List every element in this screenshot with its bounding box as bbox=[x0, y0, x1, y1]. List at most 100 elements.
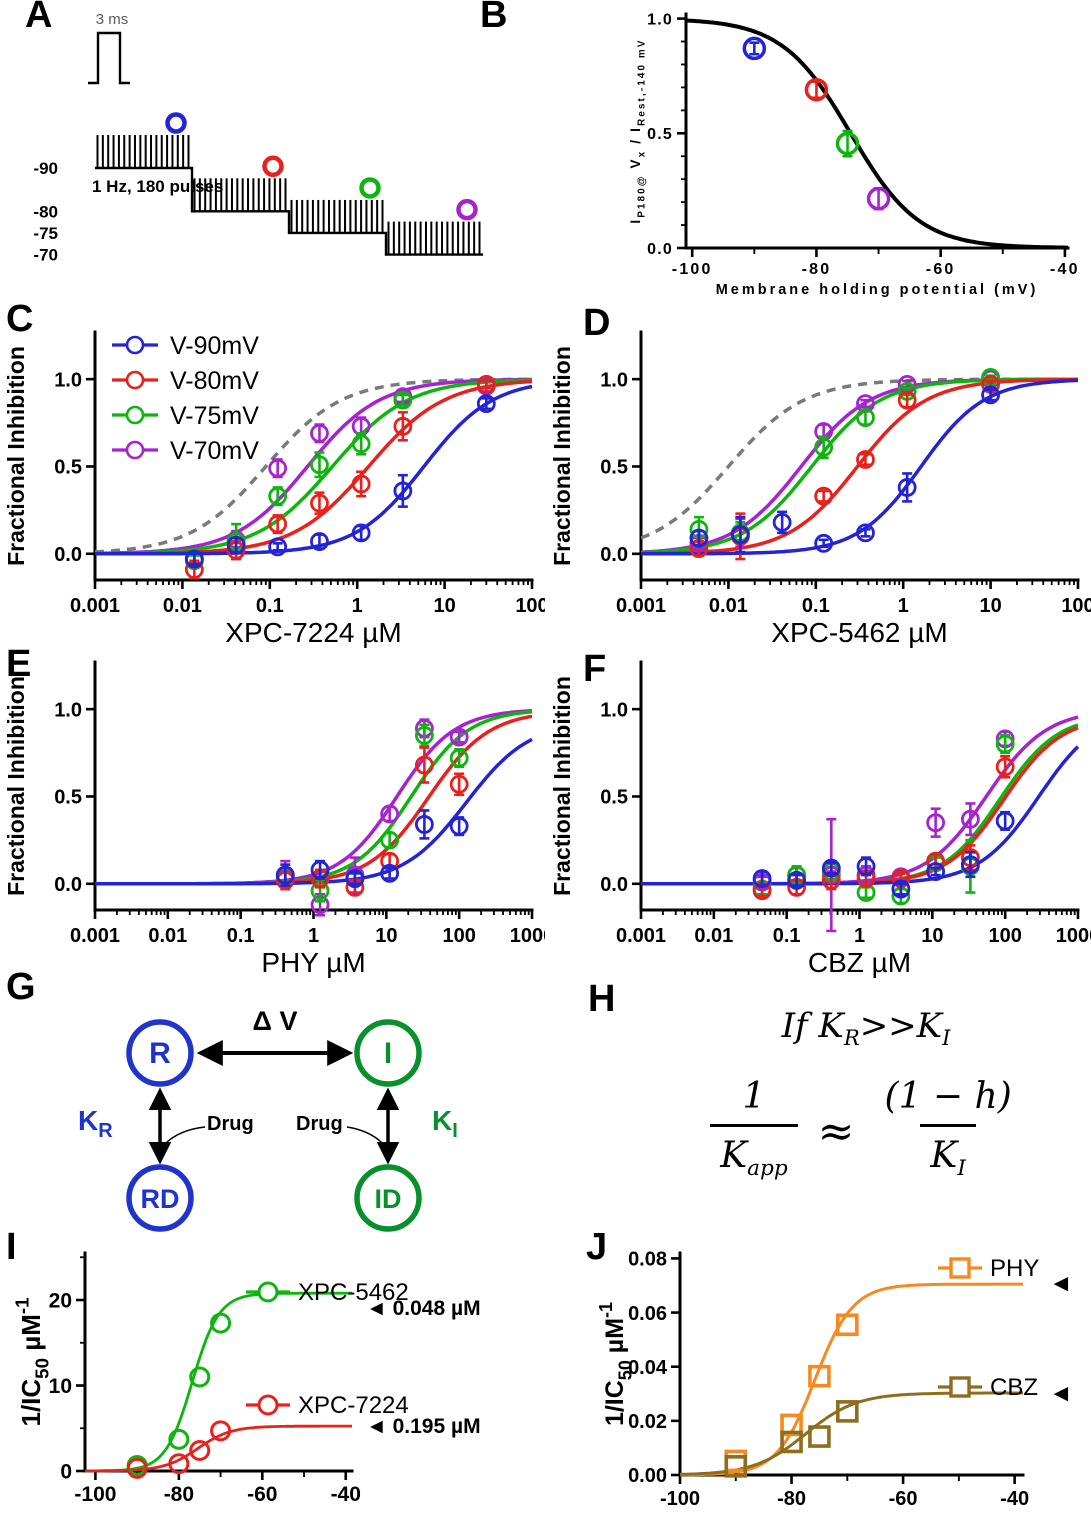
svg-text:0.1: 0.1 bbox=[802, 595, 830, 617]
svg-text:10: 10 bbox=[921, 925, 943, 947]
svg-text:1.0: 1.0 bbox=[600, 369, 628, 391]
ic50-annotation: ◄ bbox=[1049, 1270, 1073, 1297]
svg-text:0.5: 0.5 bbox=[54, 787, 82, 809]
series-PHY bbox=[724, 1313, 859, 1473]
svg-text:0.01: 0.01 bbox=[709, 595, 748, 617]
svg-text:-80: -80 bbox=[802, 261, 832, 278]
state-R bbox=[126, 1019, 194, 1087]
svg-text:-80: -80 bbox=[164, 1483, 194, 1506]
curve-PHY bbox=[680, 1282, 1023, 1477]
svg-text:0.0: 0.0 bbox=[54, 544, 82, 566]
x-axis-ticks: -100 -80 -60 -40 bbox=[660, 1475, 1029, 1510]
y-axis-ticks: 0.0 0.5 1.0 bbox=[54, 369, 95, 566]
svg-text:ID: ID bbox=[375, 1184, 402, 1214]
xpc5462-dose-response-chart: 0.001 0.01 0.1 1 10 100 0.0 0.5 1.0 XPC-5462 µM Fr… bbox=[549, 330, 1091, 648]
availability-curve-chart: -100 -80 -60 -40 0.0 0.5 1.0 Membrane holding p… bbox=[628, 11, 1080, 298]
series-V-90mV bbox=[184, 394, 496, 569]
svg-text:0.5: 0.5 bbox=[600, 457, 628, 479]
axes bbox=[93, 330, 534, 582]
svg-text:PHY µM: PHY µM bbox=[261, 947, 365, 978]
delta-v-label: Δ V bbox=[253, 1006, 298, 1036]
fit-curves bbox=[85, 1291, 352, 1473]
svg-text:1: 1 bbox=[308, 925, 319, 947]
svg-text:V-70mV: V-70mV bbox=[170, 437, 259, 465]
svg-text:0.1: 0.1 bbox=[256, 595, 284, 617]
svg-text:0.04: 0.04 bbox=[628, 1357, 668, 1379]
y-axis-title: 1/IC50 µM-1 bbox=[596, 1302, 636, 1426]
svg-text:0.001: 0.001 bbox=[616, 925, 666, 947]
svg-text:1: 1 bbox=[352, 595, 363, 617]
drug-right-label: Drug bbox=[296, 1113, 343, 1135]
panel-label-A: A bbox=[25, 0, 53, 36]
equation-panel: If KR>>KI 1 Kapp ≈ (1 − h) KI bbox=[545, 978, 1091, 1248]
y-axis-ticks: 0.0 0.5 1.0 bbox=[600, 699, 641, 896]
svg-text:CBZ: CBZ bbox=[990, 1374, 1038, 1401]
series-XPC-7224 bbox=[126, 1420, 232, 1479]
curve-V-75mV bbox=[95, 378, 532, 556]
series--75-mV bbox=[835, 129, 860, 158]
x-axis-ticks: 0.001 0.01 0.1 1 10 100 bbox=[70, 580, 545, 617]
svg-text:10: 10 bbox=[433, 595, 455, 617]
svg-text:0.02: 0.02 bbox=[628, 1411, 667, 1433]
panel-label-C: C bbox=[6, 298, 34, 340]
svg-text:-40: -40 bbox=[331, 1483, 361, 1506]
svg-text:I: I bbox=[384, 1037, 392, 1070]
state-I bbox=[354, 1019, 422, 1087]
fit-curves bbox=[686, 18, 1068, 250]
svg-text:0.08: 0.08 bbox=[628, 1249, 667, 1271]
ki-label: KI bbox=[432, 1105, 458, 1142]
svg-text:0.1: 0.1 bbox=[773, 925, 801, 947]
svg-text:20: 20 bbox=[49, 1290, 72, 1313]
equation-approximation: 1 Kapp ≈ (1 − h) KI bbox=[710, 1076, 1022, 1181]
svg-text:R: R bbox=[149, 1037, 171, 1070]
panel-label-G: G bbox=[6, 966, 36, 1008]
svg-text:-60: -60 bbox=[247, 1483, 277, 1506]
x-axis-ticks: -100 -80 -60 -40 bbox=[672, 248, 1080, 278]
legend: V-90mV V-80mV V-75mV V-70mV bbox=[112, 332, 259, 465]
y-axis-ticks: 0 10 20 bbox=[49, 1256, 85, 1484]
series-V-80mV bbox=[275, 746, 469, 897]
svg-text:0.01: 0.01 bbox=[694, 925, 733, 947]
svg-text:0.01: 0.01 bbox=[163, 595, 202, 617]
svg-text:XPC-7224 µM: XPC-7224 µM bbox=[225, 617, 401, 648]
panel-label-H: H bbox=[588, 978, 616, 1020]
svg-text:PHY: PHY bbox=[990, 1255, 1039, 1282]
svg-text:100: 100 bbox=[1061, 595, 1091, 617]
svg-text:0.0: 0.0 bbox=[54, 874, 82, 896]
xpc7224-dose-response-chart: 0.001 0.01 0.1 1 10 100 0.0 0.5 1.0 XPC-7224 µM Fr… bbox=[3, 330, 545, 648]
curve-XPC-7224 bbox=[85, 1424, 352, 1473]
svg-text:-40: -40 bbox=[1050, 261, 1080, 278]
step-marker bbox=[165, 112, 187, 134]
svg-text:100: 100 bbox=[988, 925, 1021, 947]
svg-text:0.06: 0.06 bbox=[628, 1303, 667, 1325]
svg-text:0.5: 0.5 bbox=[647, 126, 673, 143]
x-axis-ticks: 0.001 0.01 0.1 1 10 100 bbox=[616, 580, 1091, 617]
series-V-70mV bbox=[752, 729, 1015, 933]
pulse-width-label: 3 ms bbox=[96, 11, 129, 28]
svg-text:RD: RD bbox=[141, 1184, 180, 1214]
svg-text:1.0: 1.0 bbox=[600, 699, 628, 721]
svg-text:0.0: 0.0 bbox=[647, 241, 673, 258]
voltage-protocol-diagram: -90 -80 -75 -70 3 ms 1 Hz, 180 pulses bbox=[33, 11, 483, 265]
svg-text:0.0: 0.0 bbox=[600, 544, 628, 566]
step-marker bbox=[359, 177, 381, 199]
series-V-90mV bbox=[752, 810, 1015, 899]
svg-text:V-80mV: V-80mV bbox=[170, 367, 259, 395]
axes bbox=[639, 330, 1080, 582]
svg-text:1: 1 bbox=[898, 595, 909, 617]
svg-text:1.0: 1.0 bbox=[647, 11, 673, 28]
svg-text:1.0: 1.0 bbox=[54, 699, 82, 721]
kr-label: KR bbox=[78, 1105, 113, 1142]
svg-text:100: 100 bbox=[442, 925, 475, 947]
fit-curves bbox=[95, 377, 533, 556]
y-axis-title: 1/IC50 µM-1 bbox=[11, 1297, 52, 1426]
svg-text:0.001: 0.001 bbox=[616, 595, 666, 617]
panel-label-F: F bbox=[583, 648, 607, 690]
baseline-staircase bbox=[95, 166, 483, 256]
svg-text:-100: -100 bbox=[74, 1483, 116, 1506]
